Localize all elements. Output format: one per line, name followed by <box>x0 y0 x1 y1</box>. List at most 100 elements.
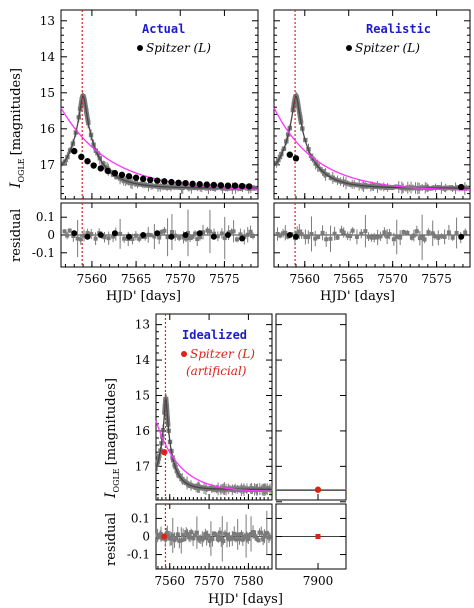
idealized-res-point-36 <box>207 538 212 543</box>
actual-spitzer-res-2 <box>97 232 104 238</box>
idealized-res-point-23 <box>188 535 193 540</box>
idealized-res-point-12 <box>170 533 175 538</box>
realistic-res-point-2 <box>281 231 286 236</box>
idealized-res-point-66 <box>252 530 257 535</box>
idealized-right-plot <box>275 313 347 503</box>
realistic-res-point-12 <box>309 231 314 236</box>
actual-res-point-20 <box>133 233 138 238</box>
realistic-res-point-52 <box>442 234 447 239</box>
realistic-xtick-label-3: 7575 <box>421 272 452 286</box>
idealized-res-point-40 <box>213 532 218 537</box>
actual-res-point-30 <box>162 228 167 233</box>
actual-res-point-6 <box>82 233 87 238</box>
idealized-res-point-48 <box>225 532 230 537</box>
actual-res-point-46 <box>212 231 217 236</box>
idealized-right-spitzer-res-0 <box>315 534 321 539</box>
actual-res-point-49 <box>222 236 227 241</box>
realistic-res-point-22 <box>345 233 350 238</box>
actual-spitzer-point-23 <box>231 182 239 189</box>
actual-spitzer-point-7 <box>118 171 126 179</box>
realistic-res-point-40 <box>405 230 410 235</box>
idealized-top-marks: 13 14 15 16 17 <box>135 314 273 500</box>
realistic-res-point-36 <box>391 237 396 242</box>
actual-spitzer-point-0 <box>71 147 78 155</box>
realistic-res-point-14 <box>316 234 321 239</box>
actual-res-point-37 <box>186 230 191 235</box>
idealized-ytick-label-1: 14 <box>135 353 151 367</box>
actual-res-point-52 <box>231 229 236 234</box>
ylabel-idealized: IOGLE [magnitudes] <box>103 378 121 499</box>
actual-spitzer-point-8 <box>125 173 133 180</box>
realistic-res-point-21 <box>341 230 346 235</box>
idealized-res-point-57 <box>239 531 244 536</box>
idealized-res-point-25 <box>191 536 196 541</box>
actual-res-point-32 <box>169 230 174 235</box>
idealized-res-point-58 <box>240 537 245 542</box>
actual-residual-plot: 7560 7565 7570 7575 0.1 0 -0.1 <box>32 202 259 286</box>
realistic-res-point-19 <box>335 235 340 240</box>
realistic-res-point-41 <box>409 235 414 240</box>
realistic-top-marks <box>273 10 470 199</box>
realistic-res-point-10 <box>303 235 308 240</box>
realistic-spitzer-point-2 <box>458 183 465 191</box>
idealized-res-point-75 <box>264 530 269 535</box>
actual-legend-marker <box>137 45 143 51</box>
actual-spitzer-res-7 <box>168 233 175 240</box>
actual-res-point-8 <box>89 232 94 237</box>
idealized-model-curve <box>155 397 272 490</box>
realistic-res-point-13 <box>313 236 318 241</box>
ylabel-idealized-suffix: [magnitudes] <box>104 378 119 465</box>
actual-spitzer-point-21 <box>217 182 225 189</box>
idealized-xtick-label-0: 7560 <box>154 574 185 588</box>
realistic-spitzer-point-0 <box>286 151 294 158</box>
actual-rytick-label-1: 0 <box>47 228 55 242</box>
idealized-res-point-67 <box>253 534 258 539</box>
actual-spitzer-point-3 <box>90 162 97 169</box>
actual-res-point-45 <box>207 229 212 234</box>
idealized-res-point-6 <box>163 537 168 542</box>
actual-ogle-point-81 <box>243 185 248 190</box>
realistic-legend-label: Spitzer (L) <box>355 41 420 55</box>
idealized-right-spitzer-point-0 <box>314 486 322 493</box>
actual-res-point-48 <box>219 231 224 236</box>
realistic-res-point-48 <box>430 231 435 236</box>
idealized-rytick-label-1: 0 <box>142 530 150 544</box>
actual-spitzer-res-5 <box>140 232 147 238</box>
actual-res-point-58 <box>250 233 255 238</box>
idealized-res-point-1 <box>156 534 161 539</box>
actual-res-point-34 <box>177 235 182 240</box>
actual-top-plot: 13 14 15 16 17 <box>40 9 259 200</box>
realistic-res-point-39 <box>401 230 406 235</box>
actual-res-point-56 <box>245 232 250 237</box>
realistic-spitzer-point-1 <box>292 155 300 162</box>
actual-spitzer-point-11 <box>147 176 154 184</box>
idealized-res-point-38 <box>210 537 215 542</box>
idealized-res-point-17 <box>179 538 184 543</box>
actual-res-point-51 <box>229 229 234 234</box>
realistic-res-point-15 <box>320 230 325 235</box>
actual-spitzer-res-12 <box>239 235 246 242</box>
actual-spitzer-point-19 <box>203 181 210 188</box>
idealized-res-point-56 <box>237 537 242 542</box>
actual-spitzer-point-24 <box>238 182 246 190</box>
realistic-ogle-point-76 <box>436 185 442 190</box>
actual-spitzer-point-14 <box>168 178 175 186</box>
realistic-res-point-29 <box>369 235 374 240</box>
idealized-spitzer-res-0 <box>161 533 168 540</box>
realistic-res-point-17 <box>328 236 333 241</box>
actual-res-point-7 <box>85 230 90 235</box>
realistic-res-point-44 <box>417 236 422 241</box>
ylabel-res-actual: residual <box>9 209 24 262</box>
idealized-res-point-8 <box>165 531 170 536</box>
ylabel-idealized-prefix: I <box>103 492 119 499</box>
actual-res-point-25 <box>148 233 153 238</box>
actual-spitzer-point-1 <box>78 153 85 161</box>
realistic-res-point-27 <box>363 229 368 234</box>
actual-ytick-label-1: 14 <box>40 50 56 64</box>
realistic-res-point-37 <box>394 235 399 240</box>
ylabel-res-idealized: residual <box>104 513 119 566</box>
actual-spitzer-res-0 <box>71 230 78 237</box>
idealized-res-point-69 <box>256 538 261 543</box>
actual-res-point-26 <box>152 234 157 239</box>
idealized-residual-plot: 7560 7570 7580 0.1 0 -0.1 <box>127 503 273 588</box>
